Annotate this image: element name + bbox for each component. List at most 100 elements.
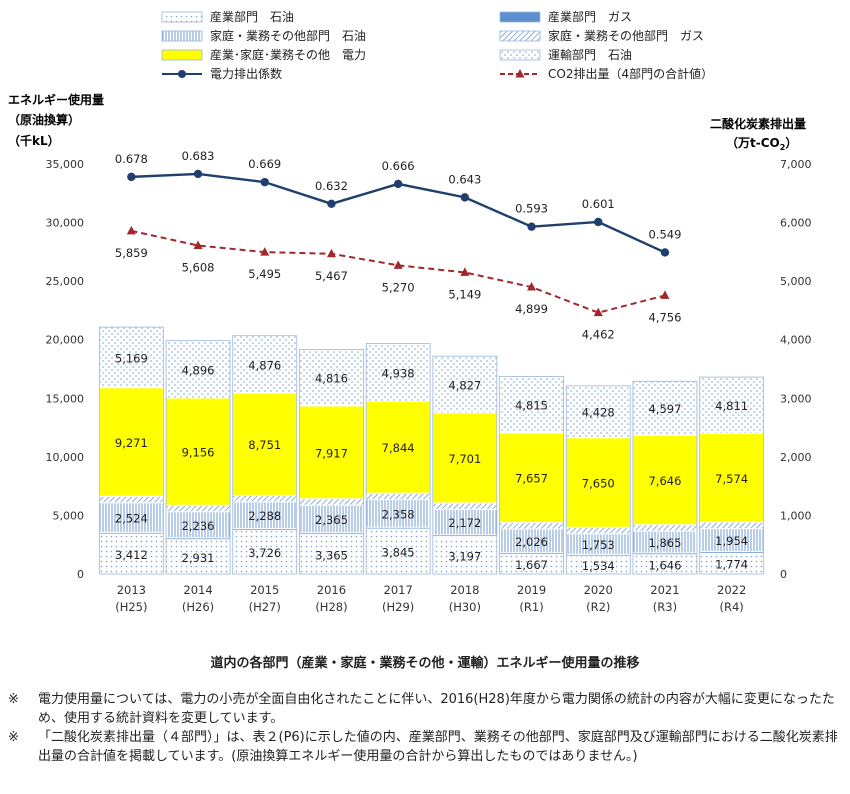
bar-segment (232, 494, 298, 503)
emission-factor-point (260, 177, 269, 187)
bar-value-label: 2,236 (182, 519, 215, 533)
right-tick-label: 5,000 (780, 275, 812, 288)
x-tick-era: (R1) (519, 600, 543, 614)
emission-factor-label: 0.683 (182, 149, 215, 163)
legend-label: 産業･家庭･業務その他 電力 (210, 47, 366, 62)
bar-segment (298, 349, 364, 407)
right-axis-title: 二酸化炭素排出量 （万t-CO2） (710, 116, 806, 152)
chart-caption: 道内の各部門（産業・家庭・業務その他・運輸）エネルギー使用量の推移 (210, 656, 640, 671)
right-tick-label: 0 (780, 568, 787, 581)
left-tick-label: 10,000 (46, 451, 85, 464)
co2-emission-point (260, 247, 270, 256)
x-tick-year: 2014 (183, 583, 212, 597)
co2-emission-point (326, 248, 336, 258)
bar-value-label: 1,774 (715, 558, 748, 572)
note-2: ※ 「二酸化炭素排出量（４部門）」は、表２(P6)に示した値の内、産業部門、業務… (8, 728, 844, 766)
bar-value-label: 3,845 (382, 545, 415, 559)
legend-label: 産業部門 ガス (548, 9, 632, 24)
bar-segment (232, 529, 298, 575)
bar-segment (499, 522, 565, 530)
legend-swatch (499, 11, 541, 23)
bar-segment (699, 432, 765, 523)
bar-outline (365, 343, 431, 575)
bar-segment (432, 502, 498, 510)
bar-outline (98, 326, 164, 575)
left-tick-label: 5,000 (53, 509, 85, 522)
left-axis-title-line-2: （原油換算） (8, 112, 80, 127)
x-tick-year: 2017 (384, 583, 413, 597)
bar-segment (298, 498, 364, 506)
co2-emission-label: 4,899 (515, 302, 548, 316)
bar-value-label: 7,657 (515, 472, 548, 486)
left-tick-label: 0 (77, 568, 84, 581)
x-tick-era: (H29) (382, 600, 414, 614)
legend-swatch (161, 30, 203, 42)
bar-value-label: 1,753 (582, 538, 615, 552)
x-tick-year: 2022 (717, 583, 746, 597)
bar-value-label: 7,917 (315, 446, 348, 460)
x-tick-year: 2021 (650, 583, 679, 597)
co2-emission-point (193, 240, 203, 250)
x-tick-era: (H30) (449, 600, 481, 614)
x-tick-year: 2016 (317, 583, 346, 597)
bar-value-label: 4,938 (382, 366, 415, 380)
right-axis-ticks: 0 1,000 2,000 3,000 4,000 5,000 6,000 7,000 (780, 158, 812, 581)
co2-emission-line (131, 229, 666, 314)
bar-segment (232, 335, 298, 394)
left-axis-title-line-1: エネルギー使用量 (8, 92, 104, 107)
stacked-bars (98, 326, 765, 575)
bar-segment (432, 508, 498, 536)
x-tick-era: (H26) (182, 600, 214, 614)
bar-segment (632, 380, 698, 436)
bar-value-label: 4,876 (248, 358, 281, 372)
co2-emission-point (527, 282, 537, 291)
legend-label: 家庭・業務その他部門 石油 (210, 28, 366, 43)
co2-emission-label: 4,462 (582, 328, 615, 342)
bar-value-label: 7,844 (382, 441, 415, 455)
legend-label: 家庭・業務その他部門 ガス (548, 28, 704, 43)
co2-emission-point (393, 260, 403, 269)
legend-label: 電力排出係数 (210, 66, 282, 81)
bar-value-label: 4,597 (648, 402, 681, 416)
left-tick-label: 15,000 (46, 392, 85, 405)
co2-emission-point (126, 225, 136, 235)
x-tick-era: (R3) (653, 600, 677, 614)
legend-swatch (499, 30, 541, 42)
bar-value-label: 9,156 (182, 446, 215, 460)
co2-emission-label: 5,859 (115, 246, 148, 260)
x-tick-era: (H25) (115, 600, 147, 614)
bar-outline (632, 380, 698, 575)
emission-factor-point (127, 172, 136, 182)
emission-factor-label: 0.666 (382, 159, 415, 173)
x-tick-era: (H28) (315, 600, 347, 614)
notes: ※ 電力使用量については、電力の小売が全面自由化されたことに伴い、2016(H2… (8, 690, 844, 766)
x-tick-year: 2018 (450, 583, 479, 597)
bar-value-label: 1,954 (715, 534, 748, 548)
bar-segment (365, 342, 431, 402)
emission-factor-point (460, 193, 470, 202)
line-series: 0.678 0.683 0.669 0.632 0.666 0.643 0.593 0.601… (115, 149, 682, 342)
right-tick-label: 1,000 (780, 509, 812, 522)
bar-value-label: 2,026 (515, 535, 548, 549)
co2-emission-point (593, 307, 603, 317)
bar-value-label: 1,667 (515, 558, 548, 572)
emission-factor-label: 0.601 (582, 197, 615, 211)
left-axis-ticks: 0 5,000 10,000 15,000 20,000 25,000 30,000 35,0… (46, 158, 85, 581)
bar-segment (165, 397, 231, 506)
bar-value-label: 3,412 (115, 548, 148, 562)
emission-factor-label: 0.549 (648, 227, 681, 241)
right-tick-label: 3,000 (780, 392, 812, 405)
bar-segment (98, 387, 164, 497)
bar-outline (299, 349, 364, 575)
x-tick-year: 2020 (584, 583, 613, 597)
x-tick-era: (H27) (249, 600, 281, 614)
right-tick-label: 6,000 (780, 217, 812, 230)
x-tick-year: 2013 (117, 583, 146, 597)
bar-value-label: 4,896 (182, 363, 215, 377)
emission-factor-point (393, 179, 403, 189)
right-tick-label: 4,000 (780, 334, 812, 347)
right-axis-title-line-2: （万t-CO2） (726, 135, 797, 152)
x-tick-era: (R4) (720, 600, 744, 614)
bar-value-label: 4,811 (715, 399, 748, 413)
